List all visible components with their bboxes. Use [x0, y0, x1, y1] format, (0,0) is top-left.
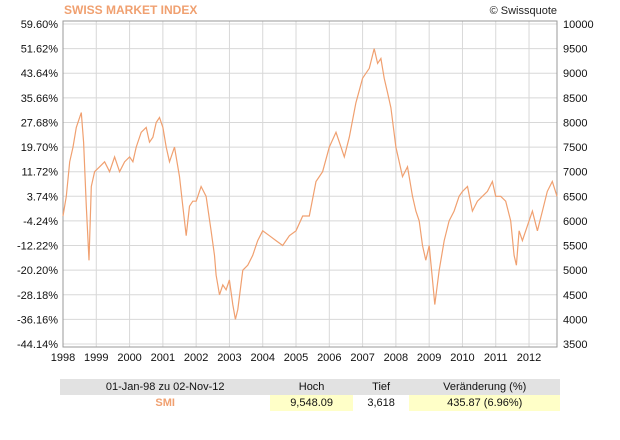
chart-title: SWISS MARKET INDEX: [64, 3, 197, 17]
y-right-tick-label: 7000: [563, 167, 587, 179]
y-right-tick-label: 8000: [563, 117, 587, 129]
grid: [62, 21, 557, 347]
change-header: Veränderung (%): [409, 379, 560, 395]
x-tick-label: 2001: [151, 352, 175, 364]
y-right-tick-label: 10000: [563, 19, 594, 31]
y-left-tick-label: -36.16%: [17, 314, 58, 326]
y-left-tick-label: -12.22%: [17, 241, 58, 253]
chart: SWISS MARKET INDEX © Swissquote 59.60% 51…: [17, 3, 594, 364]
y-left-tick-label: -20.20%: [17, 265, 58, 277]
x-tick-label: 2004: [250, 352, 274, 364]
y-left-tick-label: 19.70%: [21, 142, 59, 154]
x-axis: 1998 1999 2000 2001 2002 2003 2004 2005 2006 2007…: [51, 352, 542, 364]
x-tick-label: 2005: [284, 352, 308, 364]
y-left-tick-label: 51.62%: [21, 44, 59, 56]
y-right-tick-label: 7500: [563, 142, 587, 154]
y-left-tick-label: 27.68%: [21, 117, 59, 129]
y-right-tick-label: 4500: [563, 290, 587, 302]
y-right-tick-label: 5500: [563, 241, 587, 253]
y-left-tick-label: 59.60%: [21, 19, 59, 31]
x-tick-label: 2008: [384, 352, 408, 364]
stats-table: 01-Jan-98 zu 02-Nov-12 Hoch Tief Verände…: [60, 379, 560, 411]
y-right-tick-label: 9000: [563, 68, 587, 80]
change-value: 435.87 (6.96%): [409, 395, 560, 411]
y-right-tick-label: 6500: [563, 191, 587, 203]
plot-frame: [62, 20, 558, 348]
stats-header-row: 01-Jan-98 zu 02-Nov-12 Hoch Tief Verände…: [60, 379, 560, 395]
x-tick-label: 1999: [84, 352, 108, 364]
y-right-tick-label: 3500: [563, 339, 587, 351]
smi-series-line: [62, 48, 558, 320]
y-right-tick-label: 5000: [563, 265, 587, 277]
y-left-tick-label: 35.66%: [21, 93, 59, 105]
y-left-tick-label: -28.18%: [17, 290, 58, 302]
x-tick-label: 2000: [117, 352, 141, 364]
x-tick-label: 2006: [317, 352, 341, 364]
y-right-tick-label: 4000: [563, 314, 587, 326]
y-left-tick-label: 11.72%: [22, 167, 59, 179]
x-tick-label: 2007: [350, 352, 374, 364]
high-header: Hoch: [270, 379, 353, 395]
index-name: SMI: [155, 397, 175, 409]
credit: © Swissquote: [490, 5, 557, 17]
stats-data-row: SMI 9,548.09 3,618 435.87 (6.96%): [60, 395, 560, 411]
x-tick-label: 2003: [217, 352, 241, 364]
x-tick-label: 2002: [184, 352, 208, 364]
period-label: 01-Jan-98 zu 02-Nov-12: [60, 379, 271, 395]
x-tick-label: 2009: [417, 352, 441, 364]
high-value: 9,548.09: [270, 395, 353, 411]
y-left-tick-label: -44.14%: [17, 339, 58, 351]
y-right-axis: 10000 9500 9000 8500 8000 7500 7000 6500 6000 550…: [563, 19, 594, 351]
y-right-tick-label: 6000: [563, 216, 587, 228]
y-right-tick-label: 9500: [563, 44, 587, 56]
x-tick-label: 1998: [51, 352, 75, 364]
x-tick-label: 2010: [450, 352, 474, 364]
y-right-tick-label: 8500: [563, 93, 587, 105]
y-left-tick-label: -4.24%: [23, 216, 58, 228]
x-tick-label: 2012: [517, 352, 541, 364]
y-left-tick-label: 43.64%: [21, 68, 59, 80]
x-tick-label: 2011: [484, 352, 508, 364]
y-left-tick-label: 3.74%: [27, 191, 58, 203]
y-left-axis: 59.60% 51.62% 43.64% 35.66% 27.68% 19.70% 11.7…: [17, 19, 58, 351]
low-value: 3,618: [367, 397, 395, 409]
low-header: Tief: [352, 379, 410, 395]
